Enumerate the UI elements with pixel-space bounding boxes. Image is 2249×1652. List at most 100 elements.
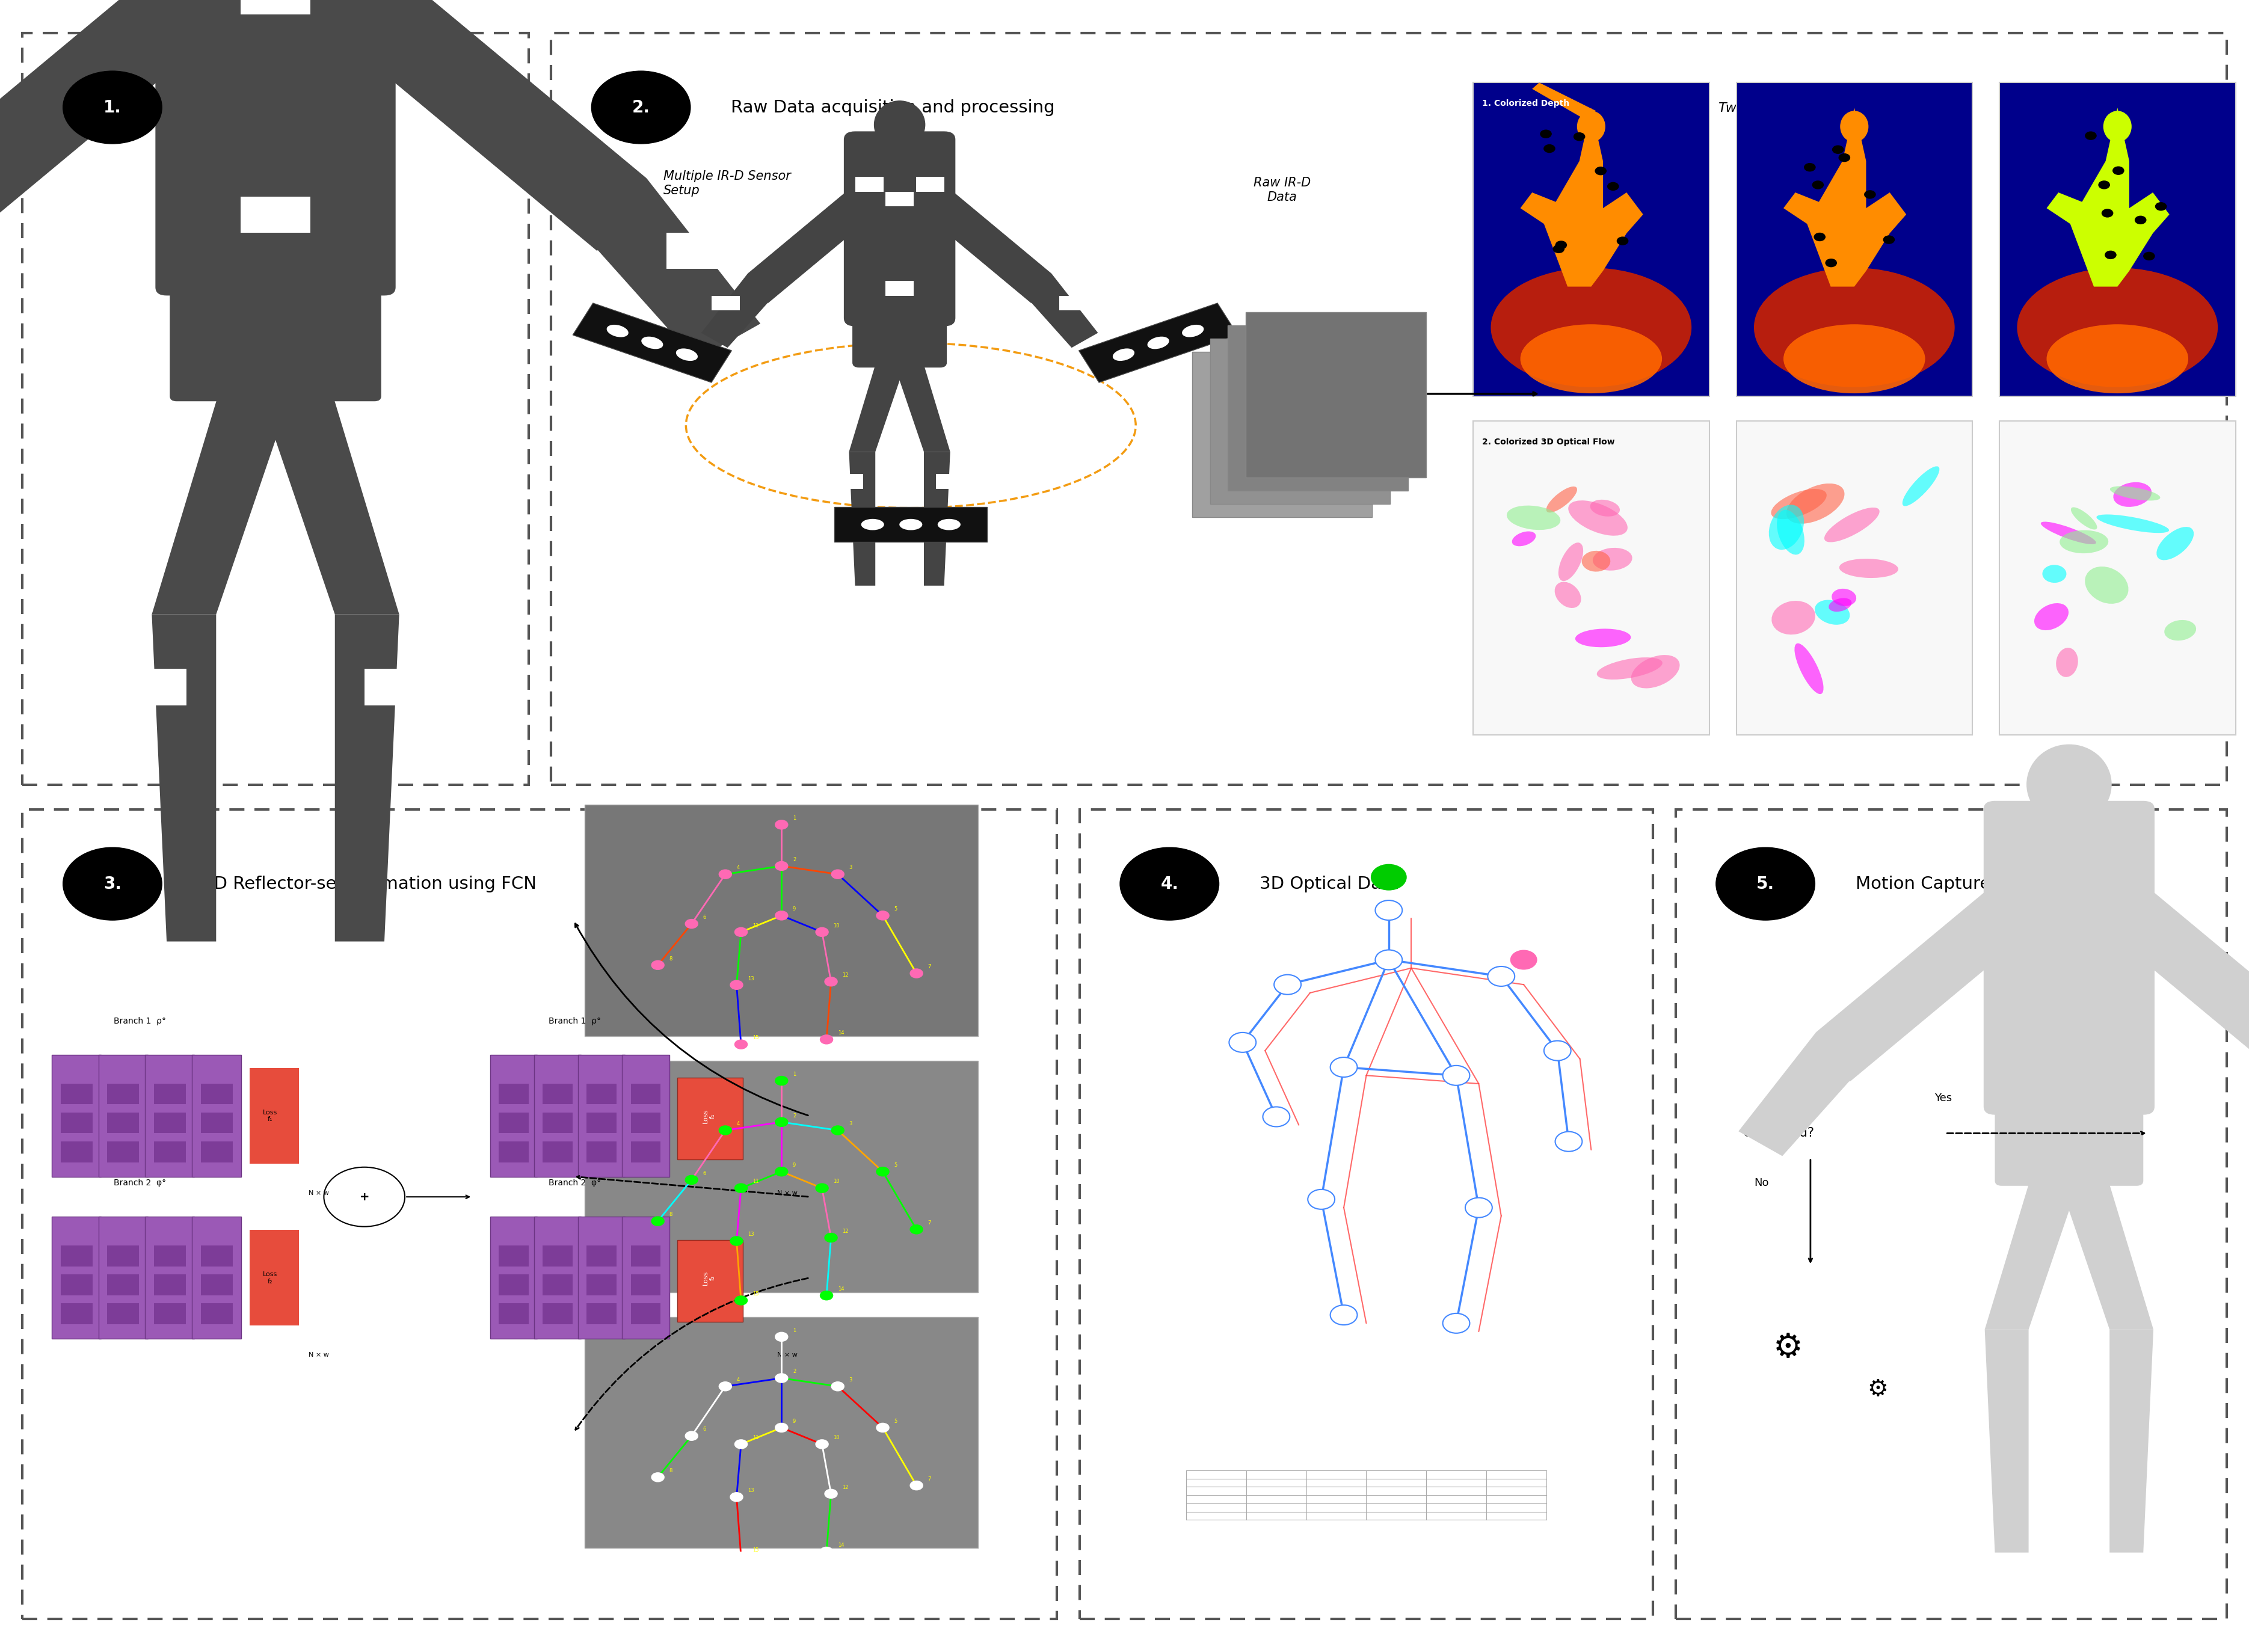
- Circle shape: [1442, 1066, 1471, 1085]
- FancyBboxPatch shape: [677, 1239, 742, 1322]
- Ellipse shape: [1903, 466, 1939, 506]
- FancyBboxPatch shape: [585, 1061, 978, 1292]
- Ellipse shape: [2157, 527, 2193, 560]
- Text: Raw Data acquisition and processing: Raw Data acquisition and processing: [731, 99, 1055, 116]
- Ellipse shape: [1772, 489, 1826, 519]
- FancyBboxPatch shape: [578, 1056, 625, 1176]
- Circle shape: [1833, 145, 1844, 154]
- FancyBboxPatch shape: [1736, 421, 1972, 735]
- FancyBboxPatch shape: [677, 1077, 742, 1160]
- Circle shape: [717, 1381, 733, 1391]
- Text: N × w: N × w: [776, 1351, 798, 1358]
- Polygon shape: [2047, 107, 2170, 286]
- FancyBboxPatch shape: [99, 1216, 148, 1338]
- FancyBboxPatch shape: [852, 297, 947, 368]
- FancyBboxPatch shape: [542, 1142, 573, 1163]
- Circle shape: [1837, 154, 1851, 162]
- Circle shape: [1543, 144, 1556, 154]
- Circle shape: [774, 1422, 787, 1432]
- Text: 4: 4: [735, 866, 740, 871]
- Text: 13: 13: [747, 1488, 753, 1493]
- Ellipse shape: [2164, 620, 2195, 641]
- Circle shape: [1552, 244, 1565, 253]
- FancyBboxPatch shape: [153, 1274, 187, 1295]
- Polygon shape: [2110, 884, 2249, 1082]
- Polygon shape: [151, 287, 315, 615]
- Circle shape: [1574, 132, 1586, 140]
- Circle shape: [830, 869, 846, 879]
- Text: 2. Colorized 3D Optical Flow: 2. Colorized 3D Optical Flow: [1482, 438, 1615, 446]
- Circle shape: [1826, 259, 1837, 268]
- Circle shape: [729, 980, 742, 990]
- FancyBboxPatch shape: [499, 1084, 529, 1104]
- Text: Reflector-set
Placement: Reflector-set Placement: [202, 99, 313, 135]
- Circle shape: [1487, 966, 1516, 986]
- Text: 12: 12: [841, 1229, 848, 1234]
- Circle shape: [2101, 208, 2114, 218]
- FancyBboxPatch shape: [61, 1084, 92, 1104]
- FancyBboxPatch shape: [535, 1216, 580, 1338]
- Circle shape: [2143, 251, 2155, 261]
- Text: 9: 9: [794, 1419, 796, 1424]
- Bar: [364, 669, 434, 705]
- Polygon shape: [1783, 107, 1907, 286]
- FancyBboxPatch shape: [542, 1112, 573, 1133]
- FancyBboxPatch shape: [61, 1142, 92, 1163]
- Ellipse shape: [2103, 111, 2132, 142]
- Text: 5.: 5.: [1756, 876, 1774, 892]
- FancyBboxPatch shape: [1999, 421, 2236, 735]
- Ellipse shape: [1574, 629, 1631, 648]
- Circle shape: [652, 1472, 666, 1482]
- Text: Multiple IR-D Sensor
Setup: Multiple IR-D Sensor Setup: [663, 170, 792, 197]
- Text: Loss
f₂: Loss f₂: [702, 1270, 715, 1285]
- FancyBboxPatch shape: [200, 1084, 232, 1104]
- Ellipse shape: [1597, 657, 1662, 679]
- Circle shape: [1228, 1032, 1255, 1052]
- Text: 3: 3: [850, 866, 852, 871]
- FancyBboxPatch shape: [200, 1274, 232, 1295]
- FancyBboxPatch shape: [587, 1274, 616, 1295]
- Circle shape: [733, 1439, 747, 1449]
- Circle shape: [63, 71, 162, 144]
- FancyBboxPatch shape: [1192, 352, 1372, 517]
- Text: 8: 8: [670, 957, 672, 961]
- Circle shape: [1262, 1107, 1289, 1127]
- Bar: [915, 177, 945, 192]
- FancyBboxPatch shape: [587, 1084, 616, 1104]
- Circle shape: [875, 910, 891, 920]
- Polygon shape: [2042, 1107, 2152, 1330]
- Text: 2: 2: [794, 1113, 796, 1118]
- Ellipse shape: [1568, 501, 1628, 535]
- Ellipse shape: [938, 519, 960, 530]
- FancyBboxPatch shape: [585, 805, 978, 1036]
- Circle shape: [814, 927, 830, 937]
- Ellipse shape: [2026, 745, 2112, 824]
- FancyBboxPatch shape: [1228, 325, 1408, 491]
- FancyBboxPatch shape: [630, 1142, 661, 1163]
- FancyBboxPatch shape: [108, 1303, 139, 1325]
- Circle shape: [1541, 129, 1552, 139]
- Text: 1. Colorized Depth: 1. Colorized Depth: [1482, 99, 1570, 107]
- Circle shape: [814, 1183, 830, 1193]
- Polygon shape: [335, 615, 400, 942]
- Ellipse shape: [1590, 499, 1619, 517]
- Circle shape: [1543, 1041, 1570, 1061]
- FancyBboxPatch shape: [61, 1246, 92, 1265]
- Text: 9: 9: [794, 1163, 796, 1168]
- Text: N × w: N × w: [308, 1189, 328, 1196]
- Text: 8: 8: [670, 1213, 672, 1218]
- Polygon shape: [1532, 83, 1597, 121]
- Ellipse shape: [1511, 532, 1536, 547]
- Polygon shape: [850, 317, 915, 451]
- Text: Motion Capture: Motion Capture: [1855, 876, 1990, 892]
- Circle shape: [1882, 235, 1896, 244]
- Circle shape: [823, 1488, 839, 1498]
- Ellipse shape: [1183, 325, 1203, 337]
- Text: 14: 14: [837, 1287, 843, 1292]
- Circle shape: [591, 71, 690, 144]
- Circle shape: [909, 1224, 924, 1234]
- FancyBboxPatch shape: [155, 0, 396, 296]
- Text: Branch 2  φ°: Branch 2 φ°: [549, 1178, 600, 1186]
- Circle shape: [729, 1236, 742, 1246]
- Bar: [666, 233, 735, 269]
